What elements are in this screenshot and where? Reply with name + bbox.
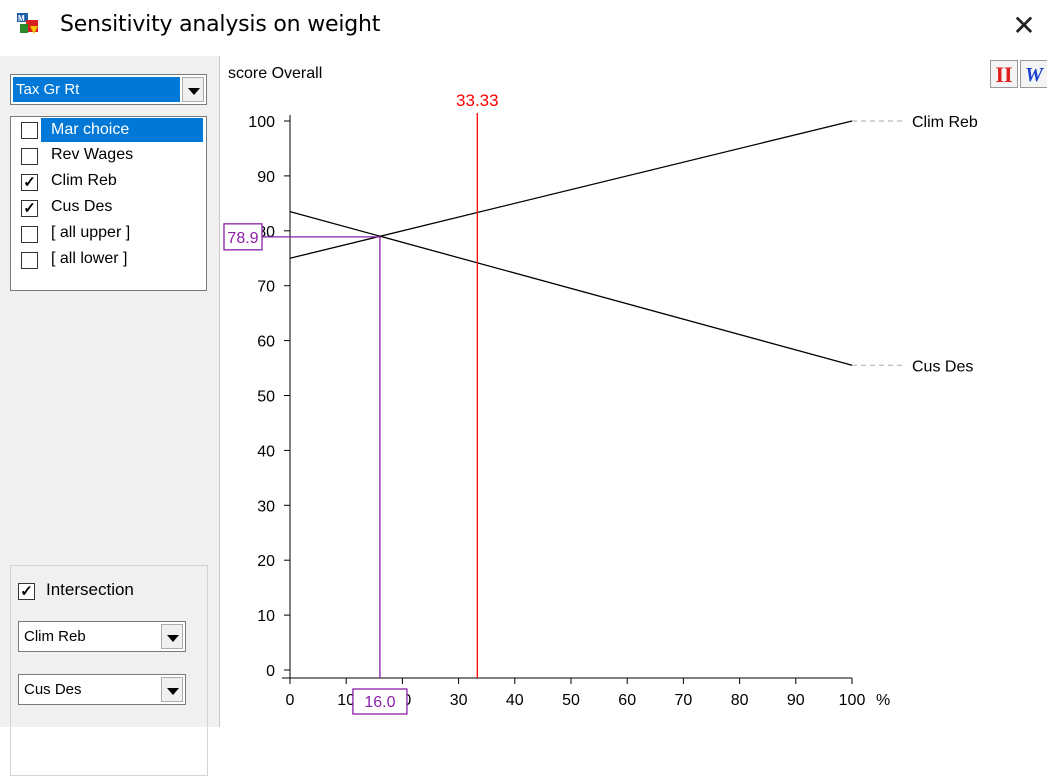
intersection-y-box [223,223,263,251]
x-tick-label: 90 [787,692,805,709]
x-tick-label: 60 [618,692,636,709]
y-tick-label: 100 [248,114,275,131]
intersection-select-b-value: Cus Des [24,681,82,698]
checkbox[interactable] [21,226,38,243]
x-tick-label: 10 [337,692,355,709]
left-panel: Tax Gr Rt Mar choice Rev Wages ✓ Clim Reb ✓ C… [0,56,220,776]
x-tick-label: 100 [839,692,866,709]
chevron-down-icon[interactable] [182,77,204,102]
checkbox[interactable]: ✓ [21,200,38,217]
list-item[interactable]: Rev Wages [11,143,206,169]
list-item-label: [ all upper ] [51,224,131,241]
app-icon: M [17,13,38,34]
x-tick-label: 30 [450,692,468,709]
x-tick-label: 50 [562,692,580,709]
y-tick-label: 80 [257,224,275,241]
intersection-select-a-value: Clim Reb [24,628,86,645]
intersection-x-box [352,688,408,715]
list-item[interactable]: ✓ Clim Reb [11,169,206,195]
y-tick-label: 0 [266,663,275,680]
x-tick-label: 20 [394,692,412,709]
ii-icon[interactable]: II [990,60,1018,88]
criterion-select-value: Tax Gr Rt [13,77,180,102]
y-axis-label: score Overall [228,65,322,82]
x-tick-label: 0 [286,692,295,709]
intersection-checkbox[interactable]: ✓ [18,583,35,600]
list-item-label: Rev Wages [51,146,134,163]
list-item[interactable]: Mar choice [11,117,206,143]
intersection-select-b[interactable]: Cus Des [18,674,186,705]
current-weight-label: 33.33 [456,91,499,110]
chevron-down-icon[interactable] [161,624,183,649]
intersection-label: Intersection [46,580,134,599]
y-tick-label: 70 [257,279,275,296]
checkbox[interactable] [21,148,38,165]
list-item-label: Cus Des [51,198,113,215]
intersection-x-label: 16.0 [364,694,395,711]
chevron-down-icon[interactable] [161,677,183,702]
list-item[interactable]: [ all lower ] [11,247,206,273]
intersection-select-a[interactable]: Clim Reb [18,621,186,652]
checkbox[interactable] [21,252,38,269]
list-item-label: Clim Reb [51,172,117,189]
series-label: Clim Reb [912,114,978,131]
list-item[interactable]: [ all upper ] [11,221,206,247]
list-item[interactable]: ✓ Cus Des [11,195,206,221]
w-icon[interactable]: W [1020,60,1047,88]
intersection-y-label: 78.9 [227,230,258,247]
y-tick-label: 50 [257,389,275,406]
series-line [289,210,853,366]
y-tick-label: 90 [257,169,275,186]
alternatives-list[interactable]: Mar choice Rev Wages ✓ Clim Reb ✓ Cus Des [ al… [10,116,207,291]
svg-text:M: M [18,14,25,23]
y-tick-label: 10 [257,608,275,625]
series-label: Cus Des [912,358,973,375]
series-line [289,120,853,259]
title-bar: M Sensitivity analysis on weight ✕ [0,0,1047,54]
y-tick-label: 60 [257,334,275,351]
checkbox[interactable]: ✓ [21,174,38,191]
checkbox[interactable] [21,122,38,139]
y-tick-label: 40 [257,443,275,460]
x-tick-label: 70 [675,692,693,709]
x-tick-label: 80 [731,692,749,709]
list-item-label: Mar choice [41,118,203,142]
close-icon[interactable]: ✕ [1012,9,1036,42]
list-item-label: [ all lower ] [51,250,128,267]
y-tick-label: 30 [257,498,275,515]
window-title: Sensitivity analysis on weight [60,12,381,37]
y-tick-label: 20 [257,553,275,570]
criterion-select[interactable]: Tax Gr Rt [10,74,207,105]
x-unit-label: % [876,692,890,709]
x-tick-label: 40 [506,692,524,709]
